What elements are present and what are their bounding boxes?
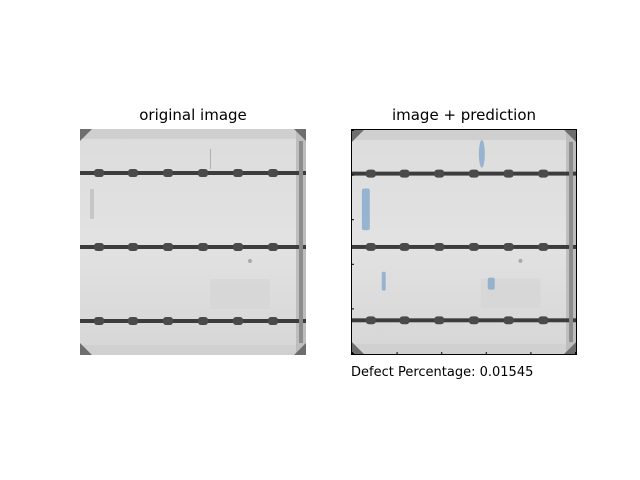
busbars <box>80 171 306 323</box>
left-panel-title: original image <box>139 106 247 124</box>
defect-region <box>487 277 495 290</box>
original-image-panel <box>80 129 306 355</box>
solar-cell-image <box>80 129 306 355</box>
defect-percentage-caption: Defect Percentage: 0.01545 <box>351 365 534 380</box>
right-panel-title: image + prediction <box>391 106 537 124</box>
defect-regions <box>361 139 495 291</box>
defect-region <box>361 188 370 231</box>
defect-region <box>478 139 485 168</box>
prediction-image-panel <box>351 129 577 355</box>
axis-ticks <box>352 130 576 354</box>
solar-cell-image-with-prediction <box>352 130 576 354</box>
defect-region <box>381 271 386 291</box>
